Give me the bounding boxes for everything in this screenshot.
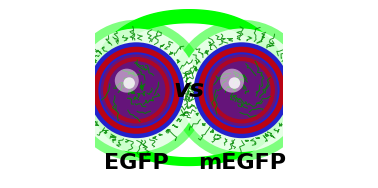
Polygon shape: [90, 10, 288, 163]
Polygon shape: [99, 24, 279, 156]
Circle shape: [123, 77, 135, 89]
Text: vs: vs: [174, 78, 204, 102]
Circle shape: [88, 42, 184, 138]
Text: mEGFP: mEGFP: [198, 153, 286, 173]
Circle shape: [171, 20, 312, 161]
Circle shape: [66, 20, 207, 161]
Circle shape: [206, 54, 277, 126]
Circle shape: [101, 54, 172, 126]
Text: EGFP: EGFP: [104, 153, 169, 173]
Circle shape: [180, 29, 304, 152]
Circle shape: [220, 69, 244, 93]
Polygon shape: [87, 15, 291, 165]
Circle shape: [74, 29, 198, 152]
Circle shape: [115, 69, 139, 93]
Circle shape: [194, 42, 290, 138]
Circle shape: [229, 77, 240, 89]
